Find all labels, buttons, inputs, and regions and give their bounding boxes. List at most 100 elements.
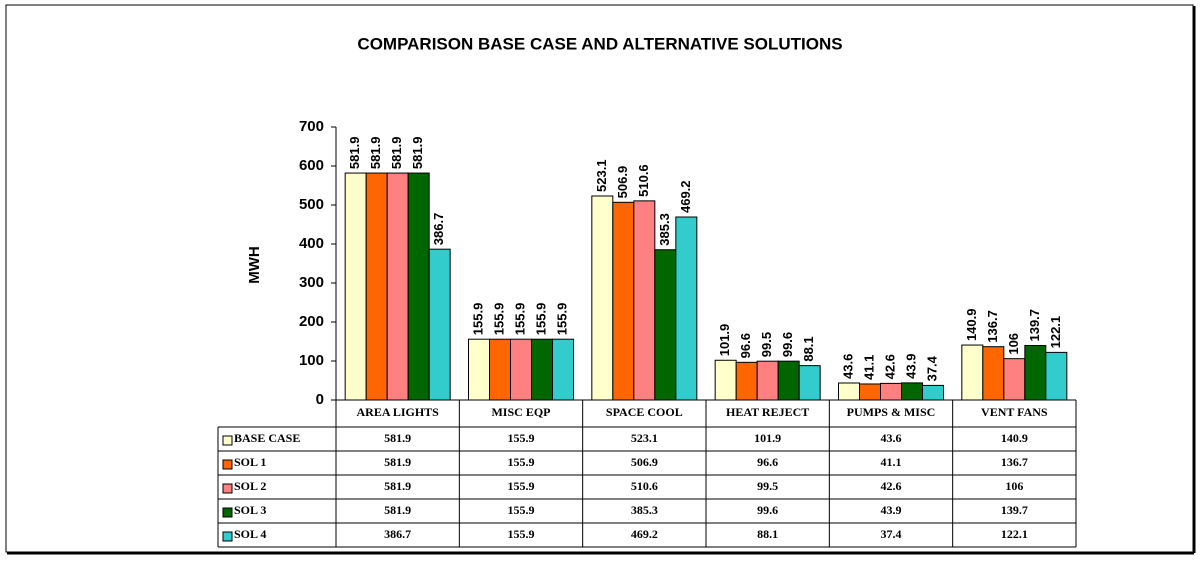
table-cell: 386.7	[384, 527, 411, 541]
bar	[633, 200, 656, 401]
value-label: 136.7	[985, 310, 1000, 343]
value-label: 469.2	[678, 180, 693, 213]
value-label: 43.6	[840, 354, 855, 379]
legend-label: BASE CASE	[234, 431, 300, 445]
bar	[407, 172, 430, 401]
legend-key	[222, 483, 233, 494]
legend-key	[222, 507, 233, 518]
x-tick-label: VENT FANS	[981, 405, 1048, 419]
value-label: 139.7	[1027, 309, 1042, 342]
value-label: 106	[1006, 333, 1021, 355]
table-cell: 41.1	[881, 455, 902, 469]
table-cell: 385.3	[631, 503, 658, 517]
value-label: 99.6	[780, 332, 795, 357]
table-cell: 581.9	[384, 479, 411, 493]
bar	[838, 382, 860, 401]
legend-label: SOL 3	[234, 503, 266, 517]
value-label: 140.9	[964, 309, 979, 342]
table-cell: 581.9	[384, 455, 411, 469]
bar	[365, 172, 388, 401]
legend-label: SOL 4	[234, 527, 266, 541]
table-cell: 581.9	[384, 503, 411, 517]
table-cell: 37.4	[881, 527, 902, 541]
y-tick-label: 0	[316, 391, 324, 408]
legend-key	[222, 459, 233, 470]
bar	[1024, 345, 1047, 401]
bar	[591, 195, 614, 401]
table-cell: 43.9	[881, 503, 902, 517]
value-label: 581.9	[347, 137, 362, 170]
x-tick-label: SPACE COOL	[606, 405, 683, 419]
bar	[675, 216, 698, 401]
value-label: 581.9	[368, 137, 383, 170]
value-label: 581.9	[389, 137, 404, 170]
value-label: 88.1	[801, 336, 816, 361]
bar	[714, 359, 737, 401]
bar	[552, 338, 574, 401]
value-label: 523.1	[594, 159, 609, 192]
value-label: 99.5	[759, 332, 774, 357]
table-cell: 96.6	[757, 455, 778, 469]
bar	[1003, 358, 1026, 401]
table-cell: 99.5	[757, 479, 778, 493]
value-label: 385.3	[657, 213, 672, 246]
bar	[735, 361, 758, 401]
table-cell: 510.6	[631, 479, 658, 493]
table-cell: 106	[1005, 479, 1023, 493]
table-cell: 99.6	[757, 503, 778, 517]
table-cell: 42.6	[881, 479, 902, 493]
table-cell: 155.9	[508, 455, 535, 469]
bar	[510, 338, 532, 401]
table-cell: 140.9	[1001, 431, 1028, 445]
x-tick-label: AREA LIGHTS	[356, 405, 439, 419]
table-cell: 101.9	[754, 431, 781, 445]
chart-title: COMPARISON BASE CASE AND ALTERNATIVE SOL…	[357, 34, 842, 53]
table-cell: 523.1	[631, 431, 658, 445]
table-cell: 88.1	[757, 527, 778, 541]
x-tick-label: MISC EQP	[491, 405, 550, 419]
table-cell: 155.9	[508, 431, 535, 445]
table-cell: 136.7	[1001, 455, 1028, 469]
value-label: 155.9	[470, 303, 485, 336]
x-tick-label: HEAT REJECT	[726, 405, 809, 419]
legend-key	[222, 531, 233, 542]
legend-key	[222, 435, 233, 446]
bar	[798, 365, 821, 401]
value-label: 581.9	[410, 137, 425, 170]
value-label: 506.9	[615, 166, 630, 199]
table-cell: 155.9	[508, 527, 535, 541]
table-cell: 469.2	[631, 527, 658, 541]
value-label: 155.9	[491, 303, 506, 336]
y-tick-label: 600	[299, 157, 324, 174]
bar	[654, 249, 677, 401]
bar	[961, 344, 984, 401]
y-tick-label: 500	[299, 196, 324, 213]
y-tick-label: 200	[299, 313, 324, 330]
table-cell: 155.9	[508, 503, 535, 517]
table-cell: 43.6	[881, 431, 902, 445]
bar	[982, 346, 1005, 401]
value-label: 155.9	[554, 303, 569, 336]
bar	[468, 338, 490, 401]
y-tick-label: 400	[299, 235, 324, 252]
bar	[531, 338, 553, 401]
value-label: 155.9	[512, 303, 527, 336]
table-cell: 122.1	[1001, 527, 1028, 541]
value-label: 155.9	[533, 303, 548, 336]
value-label: 122.1	[1048, 316, 1063, 349]
y-tick-label: 300	[299, 274, 324, 291]
y-tick-label: 700	[299, 118, 324, 135]
value-label: 101.9	[717, 324, 732, 357]
value-label: 96.6	[738, 333, 753, 358]
value-label: 43.9	[903, 354, 918, 379]
bar	[612, 201, 635, 401]
bar	[901, 382, 923, 401]
value-label: 41.1	[861, 355, 876, 380]
table-cell: 139.7	[1001, 503, 1028, 517]
bar	[428, 248, 451, 401]
y-tick-label: 100	[299, 352, 324, 369]
bar	[859, 383, 881, 401]
bar	[756, 360, 779, 401]
bar	[777, 360, 800, 401]
